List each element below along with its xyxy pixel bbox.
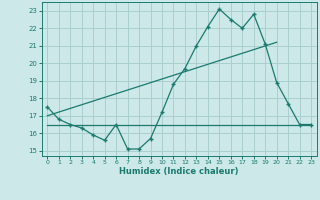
X-axis label: Humidex (Indice chaleur): Humidex (Indice chaleur) [119, 167, 239, 176]
